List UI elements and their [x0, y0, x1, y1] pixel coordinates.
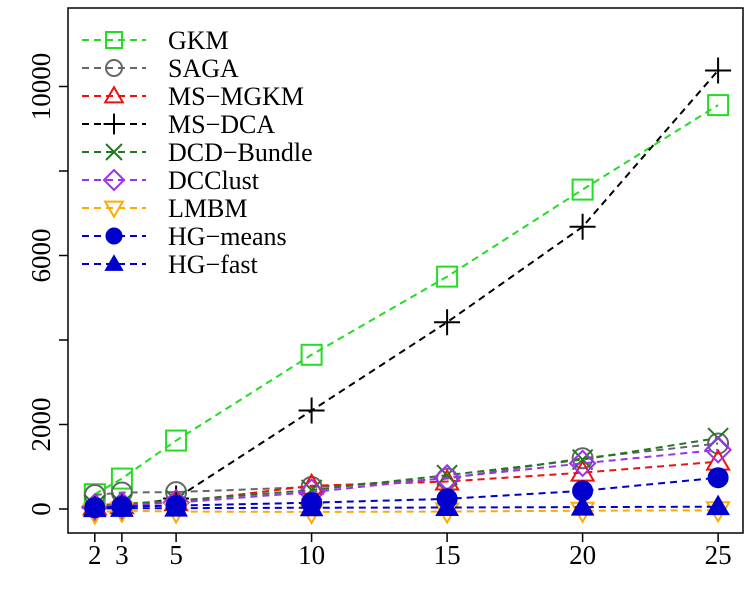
data-point — [110, 467, 133, 490]
x-tick-label: 10 — [298, 540, 325, 570]
legend: GKMSAGAMS−MGKMMS−DCADCD−BundleDCClustLMB… — [82, 26, 313, 279]
legend-marker — [105, 31, 123, 49]
legend-entry: LMBM — [82, 194, 247, 223]
data-point — [571, 448, 594, 471]
data-point — [568, 449, 597, 478]
legend-entry: GKM — [82, 26, 229, 55]
y-tick-label: 2000 — [26, 398, 56, 452]
data-point — [436, 265, 459, 288]
legend-label: MS−MGKM — [168, 82, 304, 111]
legend-entry: DCClust — [82, 166, 260, 195]
y-tick-label: 10000 — [26, 53, 56, 121]
legend-label: GKM — [168, 26, 229, 55]
data-point — [110, 496, 134, 517]
legend-entry: MS−MGKM — [82, 82, 304, 111]
legend-entry: HG−fast — [82, 250, 259, 279]
data-point — [570, 495, 595, 516]
data-point — [707, 432, 730, 455]
data-point — [571, 178, 594, 201]
legend-label: DCClust — [168, 166, 260, 195]
x-tick-label: 15 — [434, 540, 461, 570]
y-axis: 0 2000 6000 10000 — [26, 53, 68, 516]
x-tick-label: 25 — [705, 540, 732, 570]
data-point — [569, 213, 596, 240]
data-point — [436, 464, 458, 486]
series-0 — [83, 94, 730, 506]
legend-label: MS−DCA — [168, 110, 275, 139]
data-point — [707, 467, 729, 489]
x-tick-label: 5 — [169, 540, 183, 570]
data-point — [706, 494, 730, 516]
x-axis: 2 3 5 10 15 20 25 — [88, 533, 732, 570]
data-point — [571, 447, 594, 470]
data-point — [82, 496, 107, 518]
legend-entry: HG−means — [82, 222, 287, 251]
legend-label: LMBM — [168, 194, 247, 223]
x-tick-label: 3 — [115, 540, 129, 570]
legend-entry: SAGA — [82, 54, 239, 83]
data-point — [705, 57, 732, 84]
data-point — [299, 495, 324, 517]
data-point — [435, 495, 459, 517]
data-point — [300, 343, 323, 366]
series-8 — [82, 494, 730, 518]
data-point — [707, 94, 730, 117]
legend-marker — [103, 113, 125, 135]
y-tick-label: 0 — [26, 502, 56, 516]
data-point — [165, 429, 188, 452]
legend-label: HG−fast — [168, 250, 259, 279]
series-layer — [80, 57, 733, 526]
legend-marker — [102, 168, 126, 192]
legend-marker — [105, 143, 123, 161]
series-line — [94, 505, 719, 510]
legend-entry: DCD−Bundle — [82, 138, 313, 167]
legend-marker — [103, 85, 125, 104]
legend-marker — [104, 254, 124, 271]
data-point — [298, 397, 325, 424]
legend-label: DCD−Bundle — [168, 138, 313, 167]
legend-label: SAGA — [168, 54, 239, 83]
data-point — [704, 435, 733, 464]
legend-marker — [105, 227, 123, 245]
legend-label: HG−means — [168, 222, 287, 251]
plot-frame — [67, 7, 744, 534]
x-tick-label: 20 — [569, 540, 596, 570]
data-point — [164, 496, 188, 517]
y-tick-label: 6000 — [26, 229, 56, 283]
legend-entry: MS−DCA — [82, 110, 275, 139]
legend-marker — [103, 200, 125, 219]
series-line — [94, 460, 719, 508]
series-line — [94, 437, 719, 507]
series-line — [94, 104, 719, 496]
x-tick-label: 2 — [88, 540, 102, 570]
data-point — [434, 309, 461, 336]
legend-marker — [105, 59, 123, 77]
